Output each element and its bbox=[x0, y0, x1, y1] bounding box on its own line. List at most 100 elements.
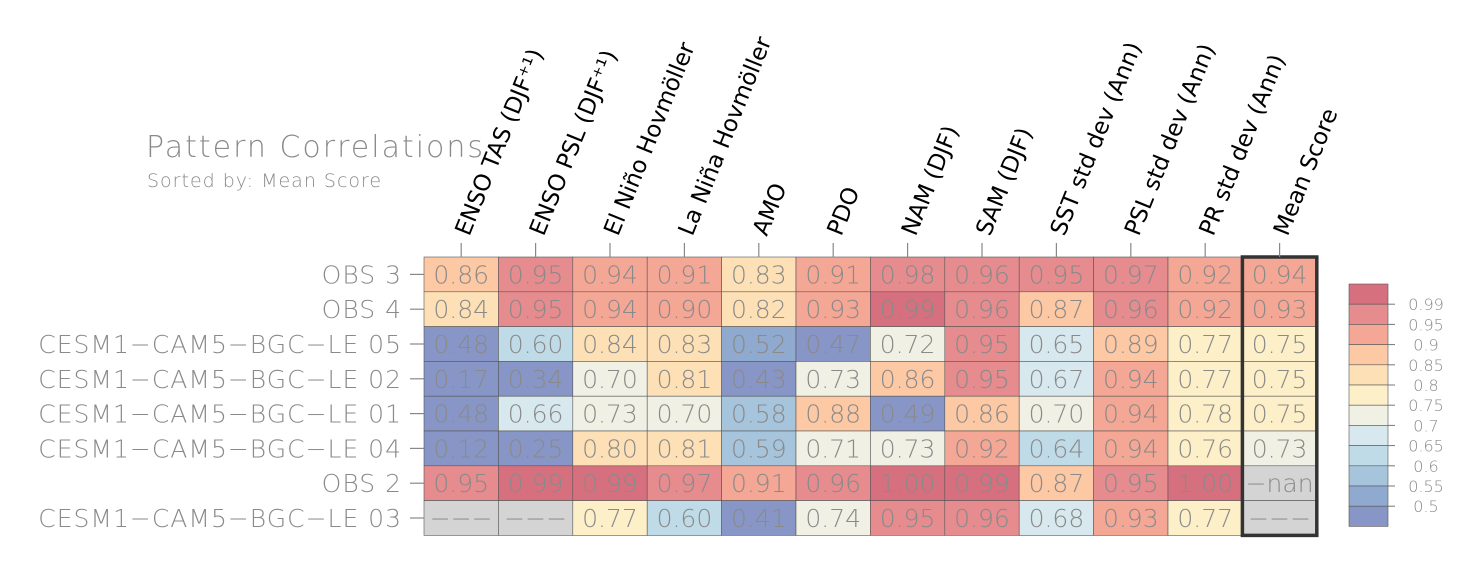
heatmap-cell bbox=[646, 326, 722, 362]
cell-value-label: 0.89 bbox=[1103, 330, 1159, 359]
heatmap-cell bbox=[1018, 291, 1094, 327]
cell-value-label: 0.96 bbox=[805, 469, 861, 498]
legend-swatch bbox=[1348, 324, 1389, 345]
cell-value-label: 0.76 bbox=[1177, 434, 1233, 463]
cell-value-label: 0.95 bbox=[1103, 469, 1159, 498]
heatmap-cell bbox=[572, 465, 648, 501]
cell-value-label: 0.97 bbox=[657, 469, 713, 498]
heatmap-cell bbox=[423, 465, 499, 501]
heatmap-cell bbox=[721, 326, 797, 362]
legend-swatch bbox=[1348, 283, 1389, 305]
legend-label: 0.99 bbox=[1408, 295, 1444, 314]
heatmap-cell bbox=[423, 500, 499, 536]
cell-value-label: 0.97 bbox=[1103, 260, 1159, 289]
cell-value-label: 0.77 bbox=[1177, 365, 1233, 394]
legend-swatch bbox=[1348, 364, 1389, 386]
cell-value-label: 0.83 bbox=[731, 260, 787, 289]
heatmap-cell bbox=[1093, 361, 1169, 397]
cell-value-label: 0.94 bbox=[1103, 434, 1159, 463]
heatmap-cell bbox=[1093, 500, 1169, 536]
cell-value-label: 0.17 bbox=[433, 365, 489, 394]
row-label: CESM1−CAM5−BGC−LE 05 bbox=[38, 330, 402, 359]
heatmap-cell bbox=[721, 256, 797, 293]
heatmap-cell bbox=[870, 465, 946, 501]
heatmap-cell bbox=[795, 430, 871, 467]
heatmap-cell bbox=[944, 430, 1020, 467]
cell-value-label: 0.77 bbox=[1177, 330, 1233, 359]
cell-value-label: 0.58 bbox=[731, 400, 787, 429]
heatmap-cell bbox=[498, 361, 574, 397]
heatmap-cell bbox=[498, 256, 574, 293]
cell-value-label: 0.93 bbox=[1252, 295, 1308, 324]
cell-value-label: 0.99 bbox=[582, 469, 638, 498]
heatmap-cell bbox=[795, 291, 871, 327]
cell-value-label: 0.83 bbox=[657, 330, 713, 359]
heatmap-cell bbox=[870, 395, 946, 432]
cell-value-label: 0.84 bbox=[433, 295, 489, 324]
legend-label: 0.9 bbox=[1413, 336, 1438, 355]
heatmap-cell bbox=[944, 395, 1020, 432]
cell-value-label: 0.80 bbox=[582, 434, 638, 463]
cell-value-label: 0.96 bbox=[954, 295, 1010, 324]
heatmap-cell bbox=[1093, 291, 1169, 327]
heatmap-cell bbox=[1167, 395, 1243, 432]
column-label: AMO bbox=[748, 180, 792, 240]
cell-value-label: −nan bbox=[1246, 469, 1314, 498]
cell-value-label: 0.74 bbox=[805, 504, 861, 533]
row-label: CESM1−CAM5−BGC−LE 02 bbox=[38, 365, 402, 394]
cell-value-label: 0.96 bbox=[1103, 295, 1159, 324]
cell-value-label: 0.70 bbox=[1029, 400, 1085, 429]
cell-value-label: −−− bbox=[504, 504, 567, 533]
heatmap-cell bbox=[1242, 326, 1318, 362]
heatmap-cell bbox=[646, 291, 722, 327]
cell-value-label: 0.72 bbox=[880, 330, 936, 359]
cell-value-label: 0.47 bbox=[805, 330, 861, 359]
heatmap-cell bbox=[1167, 465, 1243, 501]
heatmap-cell bbox=[795, 395, 871, 432]
cell-value-label: 0.99 bbox=[508, 469, 564, 498]
cell-value-label: 0.77 bbox=[1177, 504, 1233, 533]
heatmap-cell bbox=[646, 500, 722, 536]
heatmap-cell bbox=[1018, 430, 1094, 467]
cell-value-label: −−− bbox=[430, 504, 493, 533]
cell-value-label: 0.59 bbox=[731, 434, 787, 463]
cell-value-label: 0.41 bbox=[731, 504, 787, 533]
cell-value-label: 0.87 bbox=[1029, 295, 1085, 324]
cell-value-label: 0.49 bbox=[880, 400, 936, 429]
heatmap-cell bbox=[572, 361, 648, 397]
legend-label: 0.8 bbox=[1413, 376, 1438, 395]
cell-value-label: 0.88 bbox=[805, 400, 861, 429]
legend-label: 0.7 bbox=[1413, 416, 1438, 435]
heatmap-cell bbox=[721, 291, 797, 327]
cell-value-label: 0.91 bbox=[731, 469, 787, 498]
cell-value-label: 0.94 bbox=[582, 295, 638, 324]
legend-label: 0.85 bbox=[1408, 356, 1444, 375]
cell-value-label: 0.43 bbox=[731, 365, 787, 394]
heatmap-cell bbox=[1093, 256, 1169, 293]
heatmap-cell bbox=[870, 326, 946, 362]
column-label: PDO bbox=[823, 183, 866, 239]
cell-value-label: 0.75 bbox=[1252, 365, 1308, 394]
cell-value-label: 0.60 bbox=[657, 504, 713, 533]
cell-value-label: 0.86 bbox=[880, 365, 936, 394]
legend-label: 0.75 bbox=[1408, 396, 1444, 415]
cell-value-label: 0.99 bbox=[880, 295, 936, 324]
heatmap-cell bbox=[498, 291, 574, 327]
cell-value-label: 0.70 bbox=[657, 400, 713, 429]
heatmap-cell bbox=[870, 430, 946, 467]
legend-label: 0.95 bbox=[1408, 315, 1444, 334]
cell-value-label: 0.87 bbox=[1029, 469, 1085, 498]
cell-value-label: 0.48 bbox=[433, 400, 489, 429]
cell-value-label: 0.66 bbox=[508, 400, 564, 429]
heatmap-cell bbox=[423, 256, 499, 293]
cell-value-label: 0.95 bbox=[954, 330, 1010, 359]
cell-value-label: 0.94 bbox=[1252, 260, 1308, 289]
heatmap-cell bbox=[646, 256, 722, 293]
heatmap-cell bbox=[572, 500, 648, 536]
heatmap-cell bbox=[1167, 361, 1243, 397]
heatmap-cell bbox=[1093, 430, 1169, 467]
cell-value-label: 0.98 bbox=[880, 260, 936, 289]
legend-label: 0.5 bbox=[1413, 497, 1438, 516]
cell-value-label: 0.95 bbox=[508, 295, 564, 324]
heatmap-cell bbox=[944, 500, 1020, 536]
